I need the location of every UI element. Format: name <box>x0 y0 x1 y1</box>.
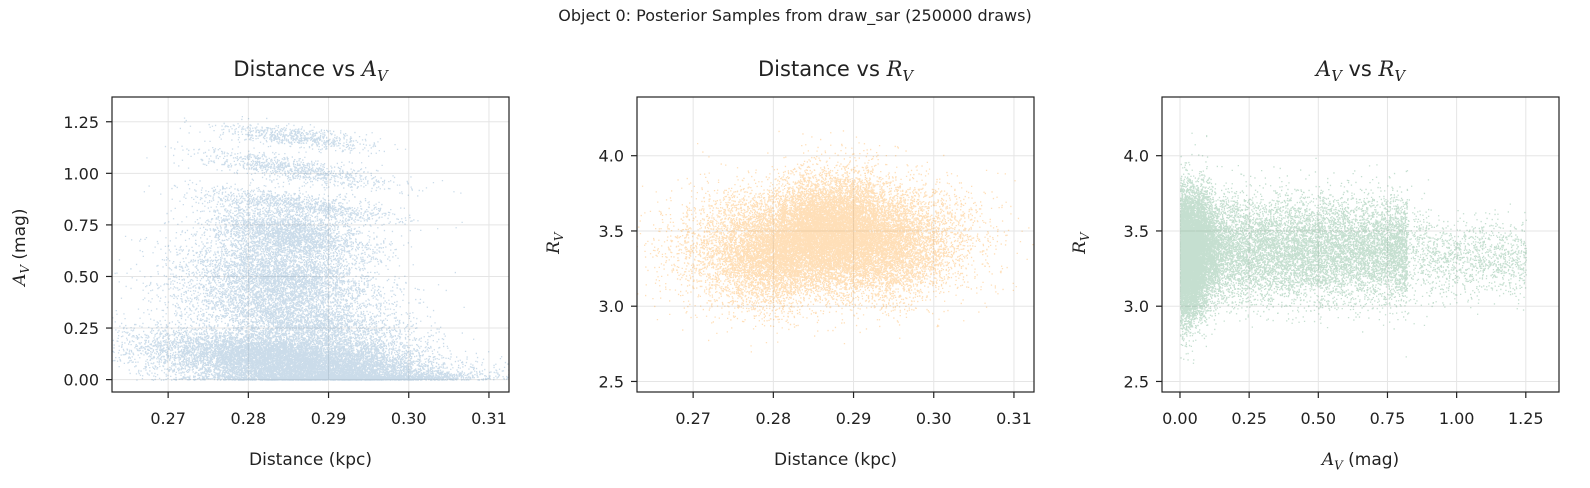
x-tick-label: 0.30 <box>391 409 427 428</box>
axes-frame <box>111 96 510 393</box>
x-tick-label: 0.27 <box>675 409 711 428</box>
x-tick-label: 0.28 <box>756 409 792 428</box>
scatter-points <box>112 116 509 381</box>
y-tick-label: 3.0 <box>1124 297 1149 316</box>
x-tick-label: 1.00 <box>1439 409 1475 428</box>
y-tick-label: 1.25 <box>63 113 99 132</box>
x-axis-label: Distance (kpc) <box>249 450 372 470</box>
x-tick-label: 0.27 <box>150 409 186 428</box>
x-tick-label: 0.29 <box>311 409 347 428</box>
grid <box>1162 97 1559 392</box>
panel-title: Distance vs RV <box>758 57 913 86</box>
y-tick-label: 0.25 <box>63 319 99 338</box>
scatter-points <box>637 130 1034 353</box>
y-tick-label: 1.00 <box>63 164 99 183</box>
x-tick-label: 0.30 <box>916 409 952 428</box>
x-tick-label: 0.00 <box>1162 409 1198 428</box>
panel-title: AV vs RV <box>1316 57 1405 86</box>
x-axis-label: AV (mag) <box>1321 450 1400 473</box>
y-tick-label: 2.5 <box>599 372 624 391</box>
scatter-plot-1: 0.27 0.28 0.29 0.30 0.31 0.00 0.25 0.50 0.75 1.00… <box>63 96 510 428</box>
x-axis-label: Distance (kpc) <box>774 450 897 470</box>
axes-frame <box>636 96 1035 393</box>
scatter-point-cloud <box>112 116 509 381</box>
x-tick-label: 0.50 <box>1300 409 1336 428</box>
scatter-point-cloud <box>637 130 1034 353</box>
scatter-point-cloud <box>1180 132 1527 364</box>
figure-title: Object 0: Posterior Samples from draw_sa… <box>558 6 1032 25</box>
x-tick-label: 0.75 <box>1370 409 1406 428</box>
x-tick-label: 0.25 <box>1231 409 1267 428</box>
y-tick-label: 2.5 <box>1124 372 1149 391</box>
y-tick-label: 0.00 <box>63 371 99 390</box>
axes-frame <box>1161 96 1560 393</box>
x-tick-label: 0.31 <box>996 409 1032 428</box>
x-tick-label: 1.25 <box>1508 409 1544 428</box>
scatter-points <box>1180 132 1527 364</box>
scatter-plot-2: 0.27 0.28 0.29 0.30 0.31 2.5 3.0 3.5 4.0 <box>599 96 1035 428</box>
y-axis-label: RV <box>1069 232 1093 254</box>
y-tick-label: 4.0 <box>1124 147 1149 166</box>
grid <box>637 97 1034 392</box>
y-tick-label: 0.50 <box>63 267 99 286</box>
y-tick-label: 3.0 <box>599 297 624 316</box>
y-tick-label: 3.5 <box>599 222 624 241</box>
grid <box>112 97 509 392</box>
x-tick-label: 0.31 <box>471 409 507 428</box>
x-tick-label: 0.29 <box>836 409 872 428</box>
y-tick-label: 3.5 <box>1124 222 1149 241</box>
y-tick-label: 4.0 <box>599 147 624 166</box>
y-tick-label: 0.75 <box>63 216 99 235</box>
panel-title: Distance vs AV <box>233 57 388 86</box>
x-tick-label: 0.28 <box>231 409 267 428</box>
